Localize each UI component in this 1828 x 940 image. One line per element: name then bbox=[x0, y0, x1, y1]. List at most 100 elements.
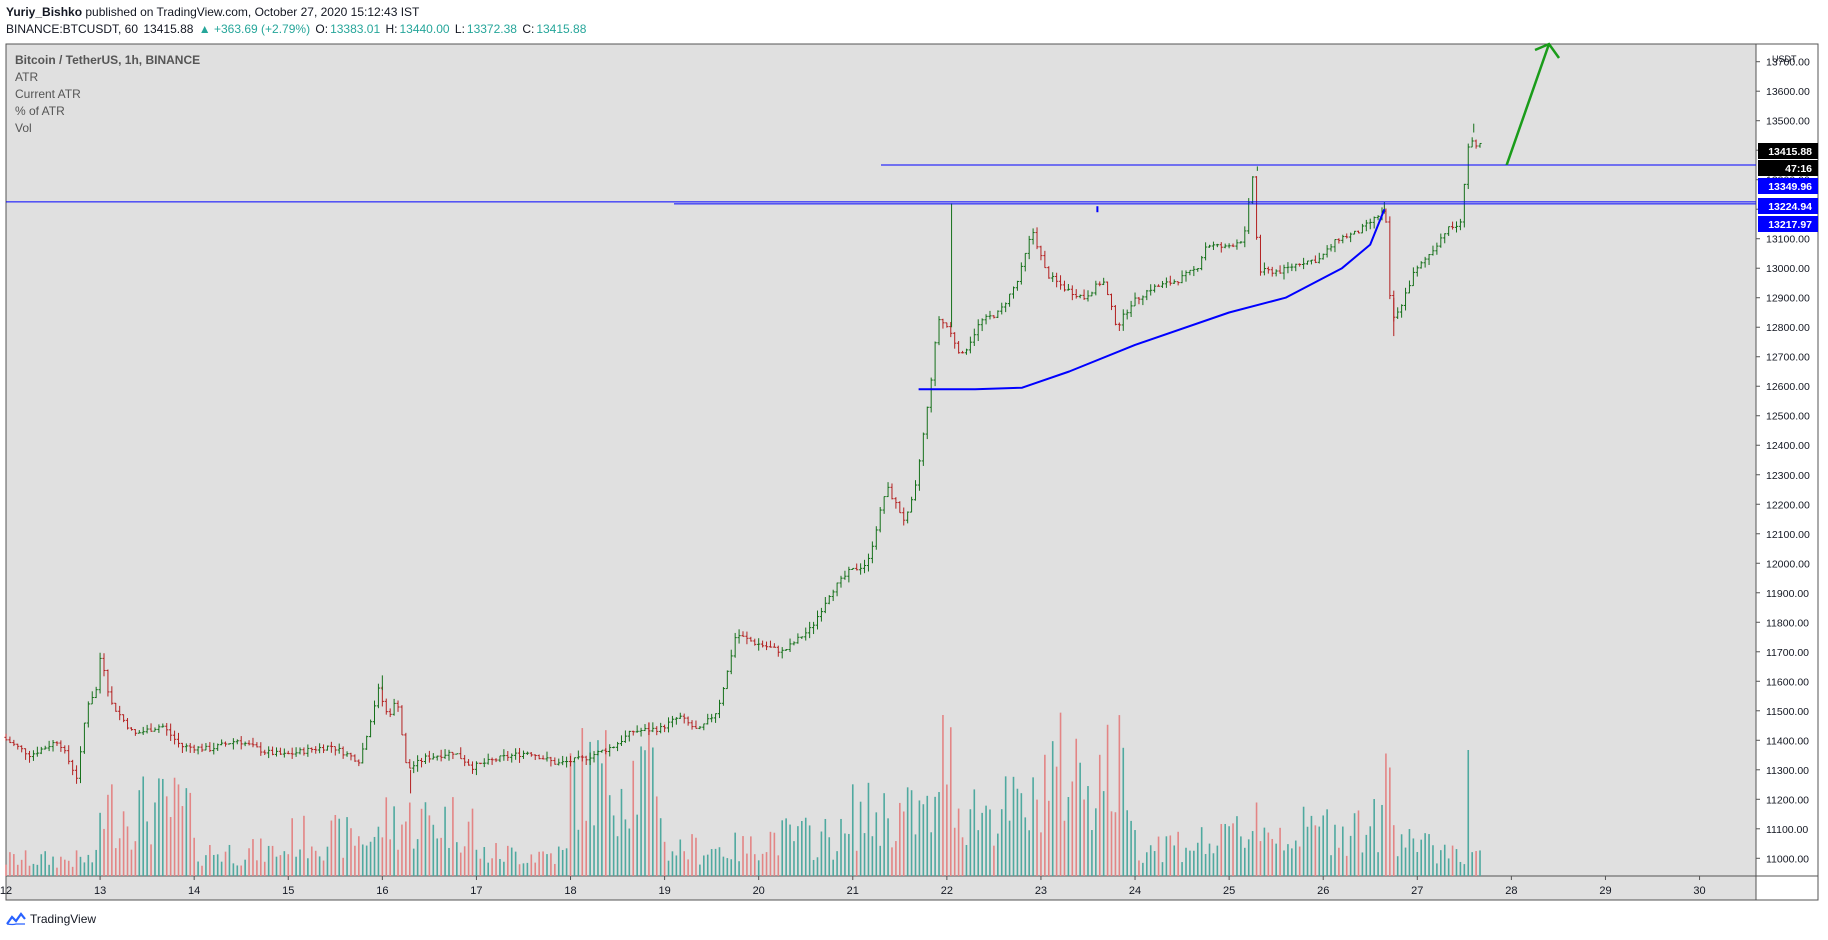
candle bbox=[55, 741, 59, 746]
volume-bar bbox=[534, 862, 537, 876]
candle bbox=[1172, 279, 1176, 284]
candle bbox=[1333, 239, 1337, 253]
candle bbox=[98, 652, 102, 694]
volume-bar bbox=[28, 865, 31, 876]
candle bbox=[188, 743, 192, 753]
candle bbox=[902, 507, 906, 526]
volume-bar bbox=[350, 828, 352, 876]
volume-bar bbox=[514, 851, 517, 876]
volume-bar bbox=[389, 839, 391, 876]
candle bbox=[35, 746, 39, 757]
volume-bar bbox=[1165, 836, 1168, 876]
candle bbox=[710, 713, 714, 723]
author-name[interactable]: Yuriy_Bishko bbox=[6, 5, 83, 19]
price-axis-label: 11700.00 bbox=[1766, 647, 1809, 659]
candle bbox=[451, 751, 455, 760]
volume-bar bbox=[926, 795, 929, 876]
volume-bar bbox=[1255, 802, 1258, 876]
time-axis-label: 13 bbox=[94, 885, 106, 897]
candle bbox=[1478, 142, 1482, 148]
volume-bar bbox=[138, 790, 141, 876]
volume-bar bbox=[444, 806, 446, 876]
volume-bar bbox=[150, 844, 152, 876]
close-label: C: bbox=[522, 22, 535, 36]
candle bbox=[557, 758, 561, 766]
candle bbox=[1254, 176, 1259, 240]
candle bbox=[819, 607, 824, 622]
candle bbox=[286, 750, 290, 755]
price-label-box bbox=[1758, 143, 1818, 159]
candle bbox=[698, 726, 702, 730]
volume-bar bbox=[703, 855, 705, 876]
footer-brand[interactable]: TradingView bbox=[30, 912, 97, 926]
candle bbox=[980, 318, 984, 332]
candle bbox=[1168, 275, 1172, 286]
candle bbox=[329, 741, 333, 753]
volume-bar bbox=[695, 837, 697, 876]
volume-bar bbox=[1091, 830, 1093, 876]
volume-bar bbox=[840, 818, 842, 876]
candle bbox=[906, 511, 910, 524]
volume-bar bbox=[185, 788, 188, 876]
candle bbox=[1321, 253, 1325, 260]
volume-bar bbox=[593, 825, 595, 876]
candle bbox=[172, 730, 177, 745]
candle bbox=[1415, 265, 1419, 277]
price-axis-label: 12700.00 bbox=[1766, 352, 1810, 364]
volume-bar bbox=[1389, 767, 1391, 876]
volume-bar bbox=[910, 790, 913, 876]
time-axis-label: 27 bbox=[1411, 885, 1423, 897]
price-axis-label: 13100.00 bbox=[1766, 234, 1810, 246]
volume-bar bbox=[1008, 820, 1011, 876]
volume-bar bbox=[279, 855, 282, 876]
volume-bar bbox=[891, 847, 893, 876]
candle bbox=[1407, 280, 1412, 294]
volume-bar bbox=[624, 819, 627, 876]
candle bbox=[1462, 183, 1466, 228]
volume-bar bbox=[283, 851, 286, 876]
candle bbox=[1156, 284, 1161, 287]
volume-bar bbox=[1063, 820, 1066, 876]
candle bbox=[745, 631, 749, 645]
volume-bar bbox=[16, 864, 19, 876]
candle bbox=[1160, 280, 1165, 288]
volume-bar bbox=[973, 789, 976, 876]
volume-bar bbox=[205, 855, 207, 876]
volume-bar bbox=[632, 760, 635, 876]
price-axis-label: 11900.00 bbox=[1766, 588, 1809, 600]
candle bbox=[925, 406, 929, 440]
volume-bar bbox=[1189, 850, 1191, 876]
candle bbox=[1031, 228, 1035, 245]
volume-bar bbox=[1259, 841, 1262, 876]
price-chart[interactable]: 11000.00 11100.00 11200.00 11300.00 11400.00… bbox=[0, 42, 1828, 906]
candle bbox=[1349, 232, 1353, 243]
candle bbox=[823, 597, 827, 614]
candle bbox=[1290, 263, 1294, 272]
candle bbox=[321, 744, 326, 754]
price-axis-label: 12100.00 bbox=[1766, 529, 1810, 541]
candle bbox=[913, 480, 918, 501]
candle bbox=[1396, 307, 1400, 319]
candle bbox=[1345, 233, 1349, 239]
candle bbox=[1419, 261, 1423, 269]
candle bbox=[804, 627, 808, 641]
candle bbox=[396, 700, 400, 712]
candle bbox=[890, 483, 894, 500]
candle bbox=[1270, 266, 1274, 277]
candle bbox=[216, 743, 220, 751]
volume-bar bbox=[1342, 826, 1344, 876]
candle bbox=[43, 745, 47, 750]
volume-bar bbox=[699, 864, 701, 876]
time-axis[interactable]: 12 13 14 15 16 17 18 19 20 21 22 23 24 25 26 27 28 29 30 bbox=[0, 876, 1706, 897]
candle bbox=[39, 746, 43, 755]
candle bbox=[1180, 270, 1184, 284]
volume-bar bbox=[785, 818, 787, 876]
candle bbox=[1286, 262, 1290, 274]
legend-item: Current ATR bbox=[15, 87, 81, 101]
volume-bar bbox=[687, 859, 689, 876]
volume-bar bbox=[832, 859, 834, 876]
volume-bar bbox=[1098, 754, 1101, 876]
candle bbox=[1282, 264, 1286, 280]
volume-bar bbox=[236, 865, 239, 876]
candle bbox=[737, 629, 741, 644]
